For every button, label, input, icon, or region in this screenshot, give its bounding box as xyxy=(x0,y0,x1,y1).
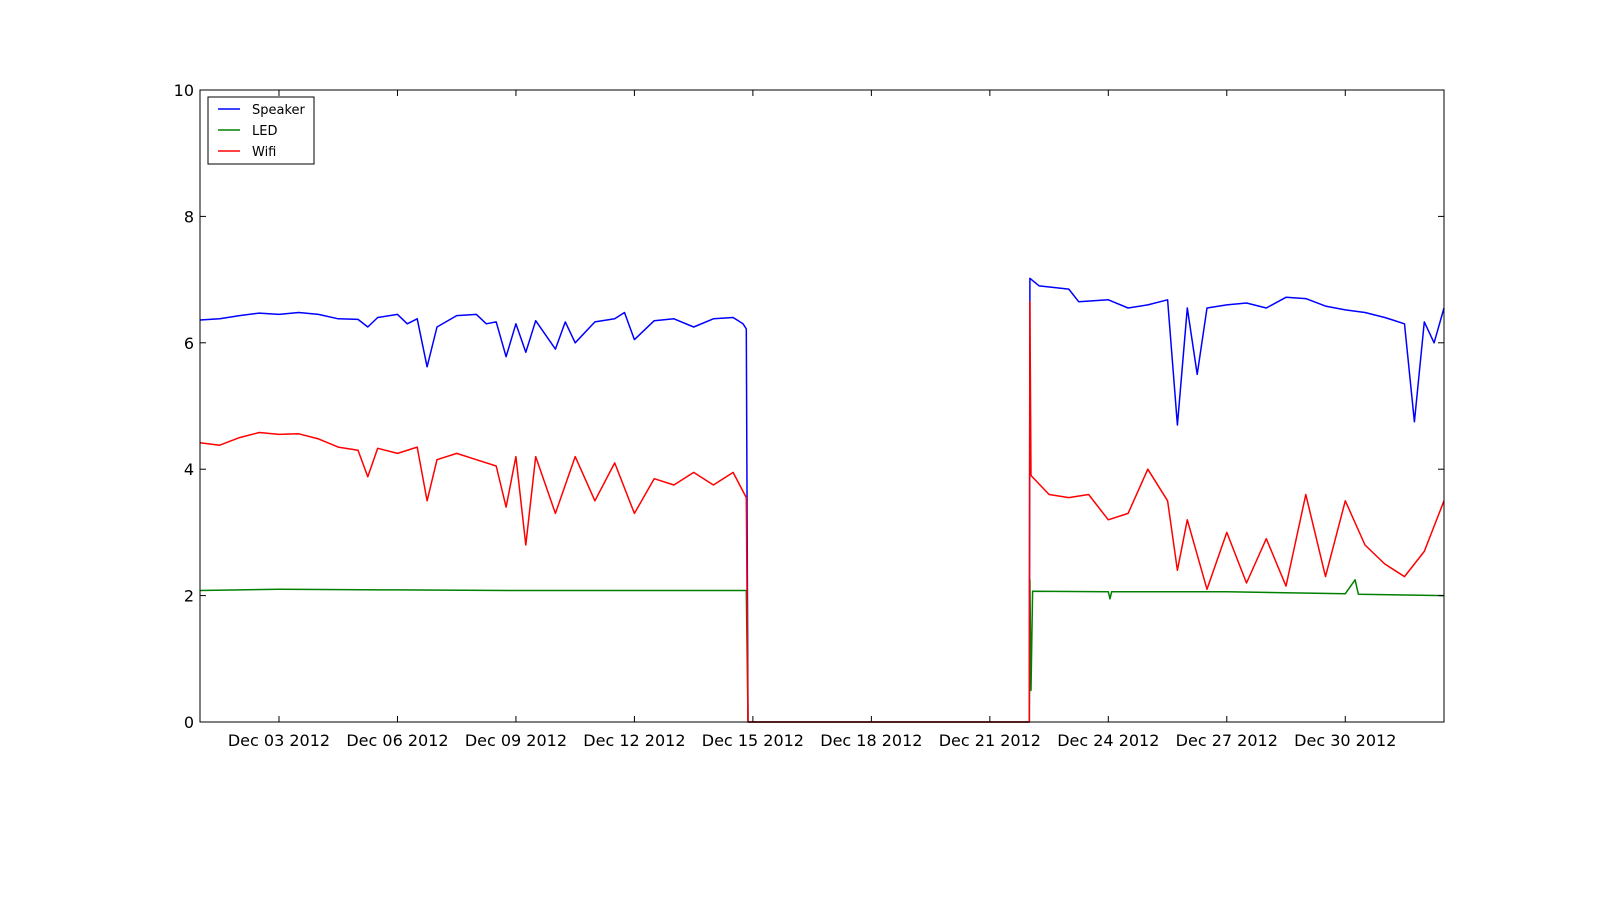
legend-label-speaker: Speaker xyxy=(252,103,306,118)
series-line-wifi xyxy=(199,300,1445,723)
x-tick-label: Dec 18 2012 xyxy=(820,731,922,750)
x-tick-label: Dec 09 2012 xyxy=(465,731,567,750)
x-tick-label: Dec 15 2012 xyxy=(702,731,804,750)
y-tick-label: 8 xyxy=(184,207,194,226)
x-tick-label: Dec 12 2012 xyxy=(583,731,685,750)
y-tick-label: 6 xyxy=(184,334,194,353)
ticks-layer: Dec 03 2012 Dec 06 2012 Dec 09 2012 Dec 12 … xyxy=(174,81,1444,750)
x-tick-label: Dec 27 2012 xyxy=(1176,731,1278,750)
series-layer xyxy=(199,277,1445,723)
plot-frame xyxy=(199,89,1445,723)
x-tick-label: Dec 21 2012 xyxy=(939,731,1041,750)
x-tick-label: Dec 30 2012 xyxy=(1294,731,1396,750)
y-tick-label: 0 xyxy=(184,713,194,732)
legend-label-wifi: Wifi xyxy=(252,145,276,160)
legend: Speaker LED Wifi xyxy=(207,96,315,165)
plot-area xyxy=(200,90,1444,722)
legend-label-led: LED xyxy=(252,124,277,139)
series-line-led xyxy=(199,579,1445,723)
series-line-speaker xyxy=(199,277,1445,723)
x-tick-label: Dec 06 2012 xyxy=(346,731,448,750)
x-tick-label: Dec 24 2012 xyxy=(1057,731,1159,750)
y-tick-label: 10 xyxy=(174,81,194,100)
x-tick-label: Dec 03 2012 xyxy=(228,731,330,750)
y-tick-label: 2 xyxy=(184,587,194,606)
y-tick-label: 4 xyxy=(184,460,194,479)
